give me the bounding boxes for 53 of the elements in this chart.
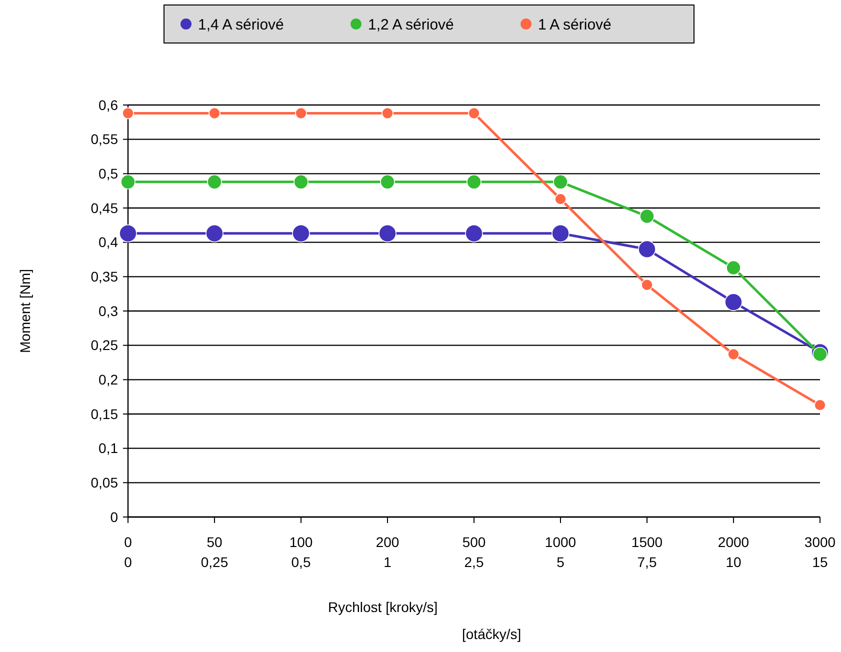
point	[294, 174, 308, 190]
point	[638, 240, 656, 258]
legend-label: 1,4 A sériové	[198, 16, 284, 34]
point	[468, 107, 480, 120]
y-tick-label: 0,4	[98, 234, 118, 250]
point	[552, 224, 570, 242]
x-tick-label: 500 2,5	[462, 534, 486, 570]
y-tick-label: 0,25	[90, 337, 118, 354]
y-tick-label: 0,3	[98, 302, 118, 319]
point	[726, 260, 741, 276]
x-tick-label: 1000 5	[544, 534, 576, 570]
y-tick-label: 0,05	[90, 474, 118, 491]
point	[724, 293, 742, 311]
point	[120, 174, 136, 190]
legend-label: 1,2 A sériové	[368, 16, 454, 34]
point	[380, 174, 395, 190]
x-tick-label: 1500 7,5	[631, 534, 663, 570]
y-tick-label: 0,2	[98, 372, 118, 388]
text: Rychlost [kroky/s] [otáčky/s]	[328, 599, 522, 642]
point	[553, 174, 568, 190]
y-tick-label: 0,35	[90, 268, 118, 285]
point	[814, 399, 826, 411]
point	[640, 208, 654, 224]
point	[378, 224, 396, 242]
point	[466, 174, 482, 190]
x-tick-label: 3000 15	[804, 534, 836, 570]
x-tick-label: 50 0,25	[200, 534, 228, 570]
point	[119, 224, 137, 242]
point	[122, 107, 134, 120]
point	[728, 348, 740, 360]
y-tick-label: 0,5	[98, 166, 118, 182]
point	[382, 107, 394, 120]
y-tick-label: 0,45	[90, 200, 118, 216]
point	[554, 193, 566, 205]
point	[465, 224, 483, 242]
y-tick-label: 0	[110, 508, 118, 525]
x-tick-label: 200 1	[376, 534, 400, 570]
point	[812, 346, 828, 362]
y-tick-label: 0,15	[90, 406, 118, 422]
point	[641, 279, 653, 291]
y-tick-label: 0,6	[98, 96, 118, 113]
y-tick-label: 0,1	[98, 440, 118, 456]
point	[295, 107, 307, 120]
point	[208, 107, 220, 120]
y-tick-label: 0,55	[90, 131, 118, 148]
point	[292, 224, 310, 242]
x-tick-label: 0 0	[124, 534, 132, 570]
x-tick-label: 100 0,5	[289, 534, 313, 570]
x-tick-label: 2000 10	[718, 534, 750, 570]
point	[207, 174, 222, 190]
point	[206, 224, 224, 242]
y-axis-title: Moment [Nm]	[17, 268, 33, 354]
legend-label: 1 A sériové	[538, 16, 612, 34]
